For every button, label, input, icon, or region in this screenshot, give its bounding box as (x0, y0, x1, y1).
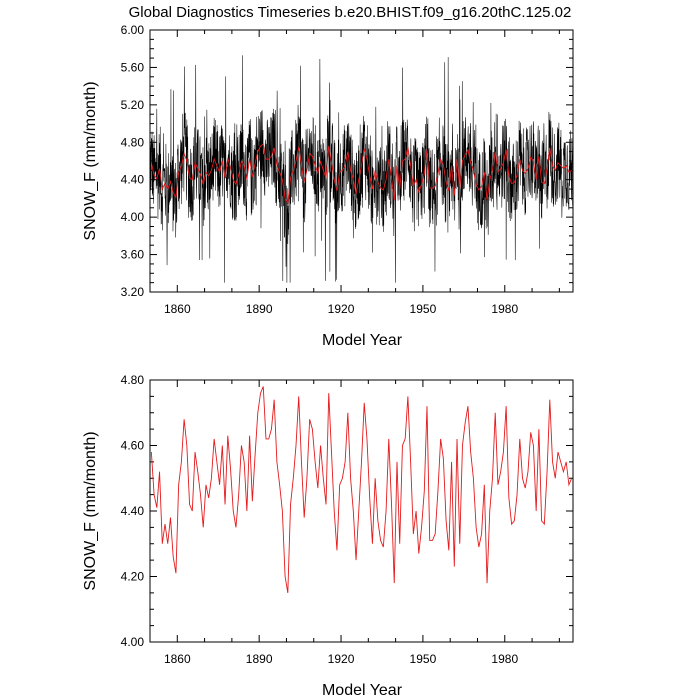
x-tick-label: 1950 (410, 302, 437, 316)
y-tick-label: 4.00 (121, 635, 145, 649)
y-tick-label: 4.40 (121, 173, 145, 187)
y-tick-label: 4.60 (121, 439, 145, 453)
x-tick-label: 1860 (164, 652, 191, 666)
x-tick-label: 1860 (164, 302, 191, 316)
x-tick-label: 1890 (246, 302, 273, 316)
x-tick-label: 1980 (491, 652, 518, 666)
panel1-series (149, 55, 574, 283)
y-tick-label: 4.40 (121, 504, 145, 518)
panel2-series (150, 386, 573, 593)
series-line-monthly (149, 55, 574, 283)
y-tick-label: 4.80 (121, 373, 145, 387)
y-tick-label: 3.60 (121, 248, 145, 262)
panel2-y-axis-title: SNOW_F (mm/month) (82, 431, 99, 590)
y-tick-label: 6.00 (121, 23, 145, 37)
y-tick-label: 3.20 (121, 285, 145, 299)
y-tick-label: 5.20 (121, 98, 145, 112)
x-tick-label: 1920 (328, 302, 355, 316)
x-tick-label: 1950 (410, 652, 437, 666)
panel2-x-axis-title: Model Year (322, 682, 403, 699)
y-tick-label: 4.20 (121, 570, 145, 584)
x-tick-label: 1890 (246, 652, 273, 666)
y-tick-label: 5.60 (121, 60, 145, 74)
panel2-tick-labels: 1860 1890 1920 1950 1980 4.00 4.20 4.40 4.60 4.80 (121, 373, 519, 666)
x-tick-label: 1920 (328, 652, 355, 666)
series-line-annual (150, 386, 573, 593)
x-tick-label: 1980 (491, 302, 518, 316)
figure-title: Global Diagnostics Timeseries b.e20.BHIS… (129, 4, 572, 21)
y-tick-label: 4.00 (121, 210, 145, 224)
panel2-ticks (149, 379, 573, 643)
series-line-annual (150, 143, 572, 205)
panel1-tick-labels: 1860 1890 1920 1950 1980 3.20 3.60 4.00 4.40 4.80… (121, 23, 519, 316)
panel1-x-axis-title: Model Year (322, 332, 403, 349)
panel-monthly: 1860 1890 1920 1950 1980 3.20 3.60 4.00 4.40 4.80… (82, 23, 574, 349)
panel-annual: 1860 1890 1920 1950 1980 4.00 4.20 4.40 4.60 4.80… (82, 373, 574, 699)
panel1-y-axis-title: SNOW_F (mm/month) (82, 81, 99, 240)
panel2-frame (149, 379, 574, 643)
panel1-frame (149, 29, 574, 293)
y-tick-label: 4.80 (121, 135, 145, 149)
